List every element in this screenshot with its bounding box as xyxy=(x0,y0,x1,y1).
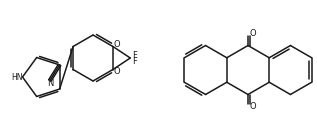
Text: N: N xyxy=(47,79,53,88)
Text: O: O xyxy=(113,67,120,76)
Text: F: F xyxy=(132,51,137,60)
Text: O: O xyxy=(250,102,256,111)
Text: O: O xyxy=(250,29,256,38)
Text: HN: HN xyxy=(11,73,23,81)
Text: F: F xyxy=(132,57,137,66)
Text: O: O xyxy=(113,40,120,49)
